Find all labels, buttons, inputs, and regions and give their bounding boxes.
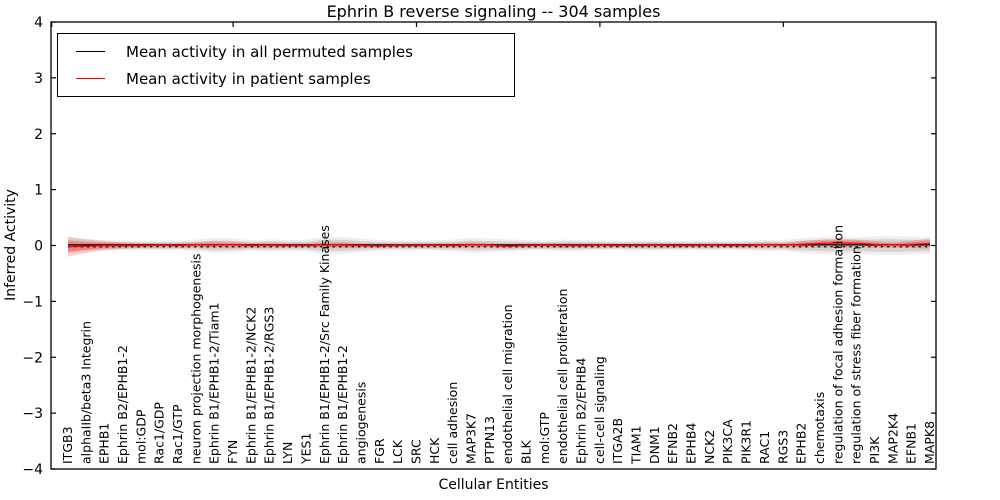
x-tick-label: endothelial cell proliferation xyxy=(555,289,570,464)
y-tick-label: 1 xyxy=(34,183,43,199)
x-tick-label: FGR xyxy=(372,438,387,464)
x-tick-label: PIK3CA xyxy=(720,419,735,464)
x-tick-label: regulation of stress fiber formation xyxy=(849,246,864,464)
x-tick-label: EFNB2 xyxy=(665,423,680,464)
x-tick-label: angiogenesis xyxy=(353,382,368,464)
x-tick-label: cell-cell signaling xyxy=(592,356,607,464)
x-tick-label: Ephrin B1/EPHB1-2/Tiam1 xyxy=(207,302,222,464)
y-tick-label: −1 xyxy=(22,294,43,310)
y-tick-label: 0 xyxy=(34,239,43,255)
x-tick-label: PIK3R1 xyxy=(739,420,754,464)
x-tick-label: chemotaxis xyxy=(812,392,827,464)
x-tick-label: BLK xyxy=(519,439,534,464)
x-tick-label: FYN xyxy=(225,440,240,464)
y-tick-label: −3 xyxy=(22,406,43,422)
x-tick-label: neuron projection morphogenesis xyxy=(188,253,203,464)
x-axis-label: Cellular Entities xyxy=(438,477,549,493)
y-tick-label: −4 xyxy=(22,462,43,478)
legend-entry-permuted: Mean activity in all permuted samples xyxy=(58,42,514,62)
x-tick-label: LCK xyxy=(390,439,405,464)
x-tick-label: EPHB1 xyxy=(97,423,112,464)
y-tick-label: 4 xyxy=(34,15,43,31)
x-tick-label: Ephrin B1/EPHB1-2/RGS3 xyxy=(262,307,277,464)
x-tick-label: Rac1/GTP xyxy=(170,404,185,464)
x-tick-label: Rac1/GDP xyxy=(152,402,167,464)
x-tick-label: RAC1 xyxy=(757,431,772,464)
x-tick-label: mol:GTP xyxy=(537,412,552,464)
x-tick-label: EPHB4 xyxy=(684,423,699,464)
patient-mean-line xyxy=(67,242,931,248)
x-tick-label: cell adhesion xyxy=(445,382,460,464)
patient-std-band-outer xyxy=(68,236,930,257)
x-tick-label: MAP3K7 xyxy=(464,413,479,464)
x-tick-label: PI3K xyxy=(867,436,882,464)
x-tick-label: EPHB2 xyxy=(794,423,809,464)
x-tick-label: HCK xyxy=(427,437,442,464)
x-tick-label: Ephrin B2/EPHB1-2 xyxy=(115,345,130,464)
x-tick-label: PTPN13 xyxy=(482,416,497,464)
x-tick-label: SRC xyxy=(409,439,424,464)
patient-std-band xyxy=(68,240,930,253)
chart-title: Ephrin B reverse signaling -- 304 sample… xyxy=(326,2,661,21)
x-tick-label: YES1 xyxy=(298,433,313,465)
x-tick-label: regulation of focal adhesion formation xyxy=(830,225,845,464)
x-tick-label: mol:GDP xyxy=(133,409,148,464)
x-tick-label: ITGA2B xyxy=(610,418,625,464)
x-tick-label: ITGB3 xyxy=(60,426,75,464)
y-tick-label: 3 xyxy=(34,71,43,87)
legend-label-patient: Mean activity in patient samples xyxy=(126,69,371,88)
y-tick-label: −2 xyxy=(22,350,43,366)
legend-label-permuted: Mean activity in all permuted samples xyxy=(126,42,413,61)
x-tick-label: RGS3 xyxy=(775,430,790,464)
x-tick-label: Ephrin B1/EPHB1-2/Src Family Kinases xyxy=(317,225,332,464)
permuted-line-swatch xyxy=(76,51,105,52)
x-tick-label: NCK2 xyxy=(702,430,717,464)
x-tick-label: EFNB1 xyxy=(904,423,919,464)
x-tick-label: TIAM1 xyxy=(629,425,644,465)
x-tick-label: Ephrin B1/EPHB1-2/NCK2 xyxy=(243,307,258,464)
x-tick-label: alphaIIb/beta3 Integrin xyxy=(78,321,93,464)
x-tick-label: MAP2K4 xyxy=(885,413,900,464)
patient-line-swatch xyxy=(76,78,105,79)
y-tick-label: 2 xyxy=(34,127,43,143)
x-tick-label: Ephrin B2/EPHB4 xyxy=(574,358,589,464)
x-tick-label: MAPK8 xyxy=(922,421,937,464)
x-tick-label: DNM1 xyxy=(647,426,662,464)
legend: Mean activity in all permuted samples Me… xyxy=(57,33,515,97)
x-tick-label: Ephrin B1/EPHB1-2 xyxy=(335,345,350,464)
x-tick-label: LYN xyxy=(280,442,295,464)
legend-entry-patient: Mean activity in patient samples xyxy=(58,69,514,89)
y-axis-label: Inferred Activity xyxy=(3,189,19,301)
x-tick-label: endothelial cell migration xyxy=(500,304,515,464)
